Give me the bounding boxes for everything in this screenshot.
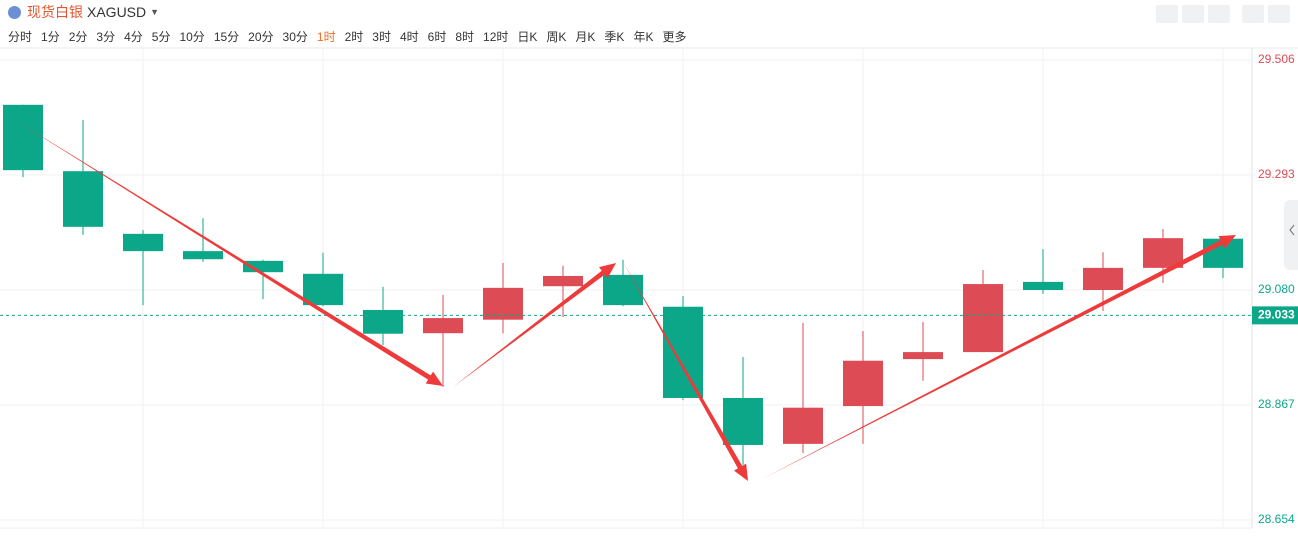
candle-body <box>783 407 823 444</box>
annotation-arrow <box>623 262 748 481</box>
tool[interactable] <box>1182 5 1204 23</box>
candle-body <box>483 287 523 320</box>
interval-tab[interactable]: 日K <box>517 30 538 44</box>
symbol[interactable]: XAGUSD <box>87 4 147 20</box>
interval-tab[interactable]: 1时 <box>316 30 336 44</box>
candle-body <box>663 306 703 398</box>
interval-tab[interactable]: 年K <box>633 30 654 44</box>
logo <box>8 5 21 19</box>
y-tick-label: 28.867 <box>1258 397 1295 411</box>
candle-body <box>123 233 163 252</box>
annotation-arrow <box>15 120 443 386</box>
y-tick-label: 29.080 <box>1258 282 1295 296</box>
interval-tab[interactable]: 更多 <box>662 30 687 44</box>
interval-tab[interactable]: 3分 <box>96 30 116 44</box>
interval-tab[interactable]: 4时 <box>399 30 419 44</box>
interval-tab[interactable]: 3时 <box>372 30 391 44</box>
interval-tab[interactable]: 4分 <box>124 30 143 44</box>
interval-tab[interactable]: 2时 <box>344 30 364 44</box>
last-price-box <box>1252 306 1298 325</box>
candle-body <box>603 274 643 306</box>
header: 现货白银 XAGUSD ▼ <box>8 3 159 21</box>
candle-body <box>1143 238 1183 268</box>
tool[interactable] <box>1208 5 1230 23</box>
tool[interactable] <box>1242 5 1264 23</box>
interval-tab[interactable]: 30分 <box>282 30 308 44</box>
y-tick-label: 29.293 <box>1258 167 1295 181</box>
candle-body <box>1083 267 1123 290</box>
interval-tab[interactable]: 月K <box>575 30 596 44</box>
interval-tab[interactable]: 6时 <box>427 30 447 44</box>
interval-tab[interactable]: 12时 <box>483 30 509 44</box>
interval-tab[interactable]: 1分 <box>41 30 60 44</box>
interval-tab[interactable]: 10分 <box>179 30 205 44</box>
interval-tab[interactable]: 15分 <box>213 30 240 44</box>
last-price-label: 29.033 <box>1258 308 1295 322</box>
candle-body <box>63 171 103 227</box>
candle-body <box>723 397 763 445</box>
side-handle-icon <box>1289 224 1295 236</box>
annotation-arrow <box>453 263 616 387</box>
candle-body <box>3 104 43 171</box>
candle-body <box>963 284 1003 353</box>
candle-body <box>1023 281 1063 290</box>
interval-tab[interactable]: 分时 <box>8 30 33 44</box>
interval-tab[interactable]: 8时 <box>455 30 475 44</box>
interval-tab[interactable]: 季K <box>604 30 625 44</box>
candle-body <box>423 318 463 334</box>
candle-body <box>903 352 943 360</box>
interval-tabs: 分时 1分 2分 3分 4分 5分 10分 15分 20分 30分 1时 2时 3时 4时 6时 8时 12时日… <box>8 28 686 45</box>
toolbar <box>1156 5 1290 23</box>
candle-body <box>303 273 343 306</box>
interval-tab[interactable]: 周K <box>546 30 567 44</box>
interval-tab[interactable]: 5分 <box>151 30 171 44</box>
candle-body <box>843 360 883 407</box>
instrument-name[interactable]: 现货白银 <box>27 4 83 20</box>
interval-tab[interactable]: 20分 <box>248 30 274 44</box>
y-tick-label: 28.654 <box>1258 512 1295 526</box>
y-tick-label: 29.506 <box>1258 52 1295 66</box>
tool[interactable] <box>1156 5 1178 23</box>
interval-tab[interactable]: 2分 <box>68 30 88 44</box>
candle-body <box>243 260 283 273</box>
annotation-arrow <box>760 235 1236 480</box>
candle-body <box>363 309 403 334</box>
side-handle <box>1284 200 1298 270</box>
tool[interactable] <box>1268 5 1290 23</box>
candle-body <box>183 251 223 260</box>
candle-body <box>543 275 583 287</box>
